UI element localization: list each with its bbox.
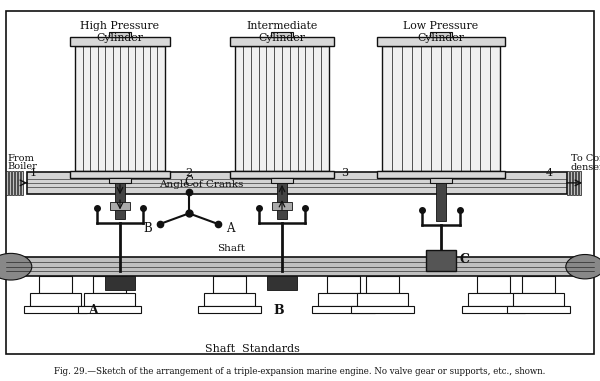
Bar (513, 293, 564, 306)
Bar (576, 171, 578, 195)
Bar (39, 276, 72, 293)
Text: Low Pressure
Cylinder: Low Pressure Cylinder (403, 21, 479, 43)
Bar (230, 37, 334, 46)
Text: Shaft  Standards: Shaft Standards (205, 344, 299, 354)
Bar (198, 306, 261, 313)
Text: denser: denser (571, 163, 600, 172)
Bar (477, 276, 510, 293)
Text: Shaft: Shaft (217, 244, 245, 253)
Text: Fig. 29.—Sketch of the arrangement of a triple-expansion marine engine. No valve: Fig. 29.—Sketch of the arrangement of a … (55, 367, 545, 376)
Bar (9, 171, 11, 195)
Text: C: C (185, 176, 193, 189)
Text: B: B (274, 304, 284, 317)
Bar (382, 46, 500, 171)
Bar (462, 306, 525, 313)
Bar (271, 32, 293, 37)
Bar (109, 178, 131, 183)
Bar (573, 171, 575, 195)
Bar (522, 276, 555, 293)
Bar (277, 183, 287, 219)
Bar (30, 293, 81, 306)
Bar (213, 276, 246, 293)
Text: 4: 4 (545, 168, 553, 178)
Bar (75, 46, 165, 171)
Bar (105, 276, 135, 290)
Bar (70, 37, 170, 46)
Text: A: A (88, 304, 98, 317)
Bar (377, 37, 505, 46)
Bar (430, 32, 452, 37)
Text: B: B (143, 222, 152, 235)
Bar (24, 306, 87, 313)
Bar (271, 178, 293, 183)
Bar (567, 171, 569, 195)
Bar (109, 32, 131, 37)
Bar (357, 293, 408, 306)
Bar (426, 250, 456, 271)
Bar (377, 171, 505, 178)
Bar (27, 172, 567, 194)
Bar (15, 171, 17, 195)
Bar (18, 171, 20, 195)
Bar (272, 202, 292, 210)
Text: 1: 1 (29, 168, 37, 178)
Bar (579, 171, 581, 195)
Bar (84, 293, 135, 306)
Bar (267, 276, 297, 290)
Bar (6, 257, 594, 276)
Bar (436, 183, 446, 221)
Text: Intermediate
Cylinder: Intermediate Cylinder (247, 21, 317, 43)
Bar (115, 183, 125, 219)
Text: From: From (7, 154, 34, 163)
Bar (570, 171, 572, 195)
Text: Boiler: Boiler (7, 162, 37, 171)
Bar (312, 306, 375, 313)
Bar (230, 171, 334, 178)
Text: To Con-: To Con- (571, 154, 600, 163)
Bar (78, 306, 141, 313)
Bar (351, 306, 414, 313)
Bar (93, 276, 126, 293)
Bar (110, 202, 130, 210)
Bar (366, 276, 399, 293)
Bar (21, 171, 23, 195)
Text: Angle of Cranks: Angle of Cranks (159, 180, 243, 189)
Bar (235, 46, 329, 171)
Bar (430, 178, 452, 183)
Bar (327, 276, 360, 293)
Bar (12, 171, 14, 195)
Bar (318, 293, 369, 306)
Bar (204, 293, 255, 306)
Text: 3: 3 (341, 168, 349, 178)
Circle shape (566, 255, 600, 279)
Bar (70, 171, 170, 178)
Text: 2: 2 (185, 168, 193, 178)
Bar (468, 293, 519, 306)
Bar (6, 171, 8, 195)
Circle shape (0, 253, 32, 280)
Text: C: C (460, 253, 470, 266)
Text: High Pressure
Cylinder: High Pressure Cylinder (80, 21, 160, 43)
Bar (507, 306, 570, 313)
Text: A: A (226, 222, 235, 235)
